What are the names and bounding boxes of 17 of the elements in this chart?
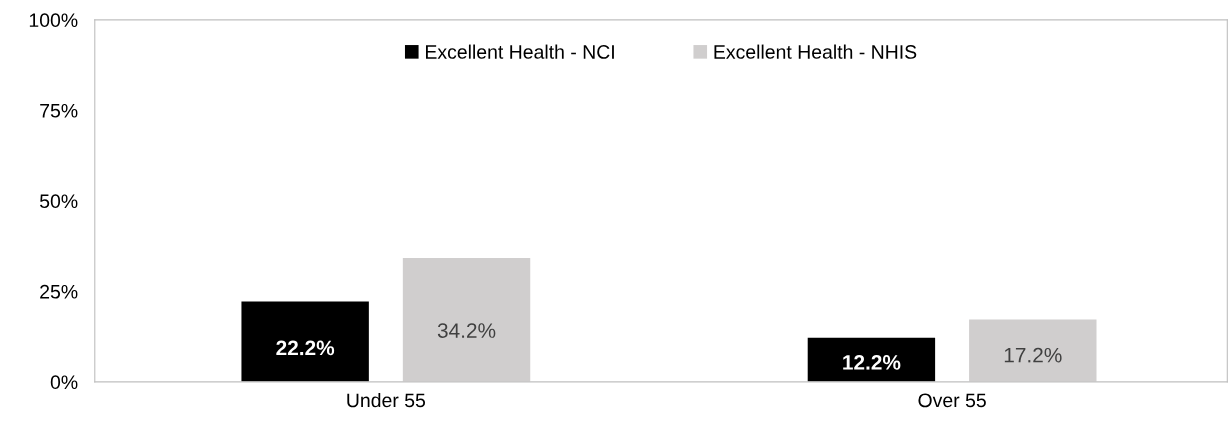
bar <box>969 319 1097 382</box>
bar <box>807 337 936 382</box>
data-label: 12.2% <box>843 355 901 370</box>
y-tick-label: 0% <box>50 375 78 390</box>
data-label: 22.2% <box>276 340 335 356</box>
data-label: 34.2% <box>437 323 496 338</box>
data-label: 17.2% <box>1004 347 1062 363</box>
y-tick-label: 25% <box>40 284 78 299</box>
legend-label: Excellent Health - NCI <box>426 44 614 59</box>
y-tick-label: 100% <box>29 13 78 28</box>
bar <box>402 258 531 382</box>
legend-label: Excellent Health - NHIS <box>714 44 917 59</box>
y-tick-label: 75% <box>40 103 78 118</box>
y-tick-label: 50% <box>39 194 78 209</box>
x-tick-label: Over 55 <box>918 393 986 408</box>
x-tick-label: Under 55 <box>347 392 426 408</box>
bar <box>241 301 369 382</box>
